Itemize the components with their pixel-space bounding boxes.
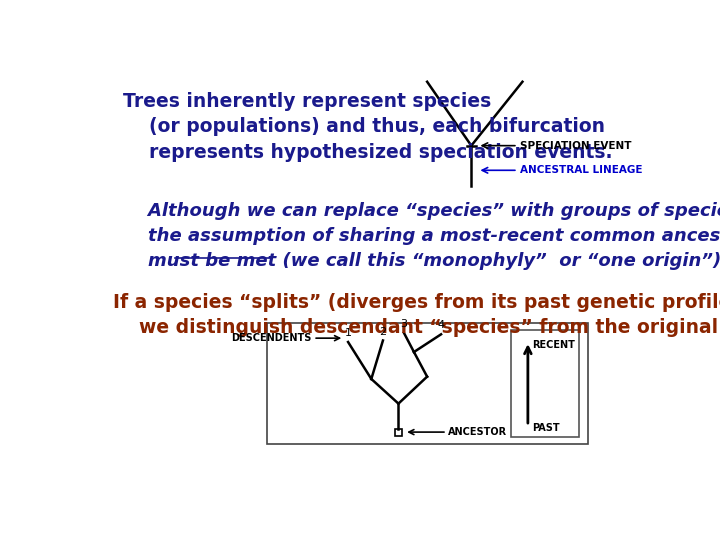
Text: 2: 2 (379, 327, 387, 336)
Bar (510, 330, 579, 437)
Text: DESCENDENTS: DESCENDENTS (231, 333, 312, 343)
Text: PAST: PAST (533, 423, 560, 433)
Text: SPECIATION EVENT: SPECIATION EVENT (520, 140, 631, 151)
Text: RECENT: RECENT (533, 340, 575, 350)
Bar (395, 429, 402, 436)
Text: 1: 1 (345, 328, 351, 338)
Text: Trees inherently represent species
    (or populations) and thus, each bifurcati: Trees inherently represent species (or p… (122, 92, 612, 162)
Bar (266, 323, 588, 444)
Text: ANCESTOR: ANCESTOR (449, 427, 508, 437)
Text: 3: 3 (400, 319, 408, 329)
Text: Although we can replace “species” with groups of species,
    the assumption of : Although we can replace “species” with g… (122, 202, 720, 270)
Text: If a species “splits” (diverges from its past genetic profile),
    we distingui: If a species “splits” (diverges from its… (113, 293, 720, 338)
Text: 4: 4 (438, 320, 445, 330)
Text: ANCESTRAL LINEAGE: ANCESTRAL LINEAGE (520, 165, 643, 176)
